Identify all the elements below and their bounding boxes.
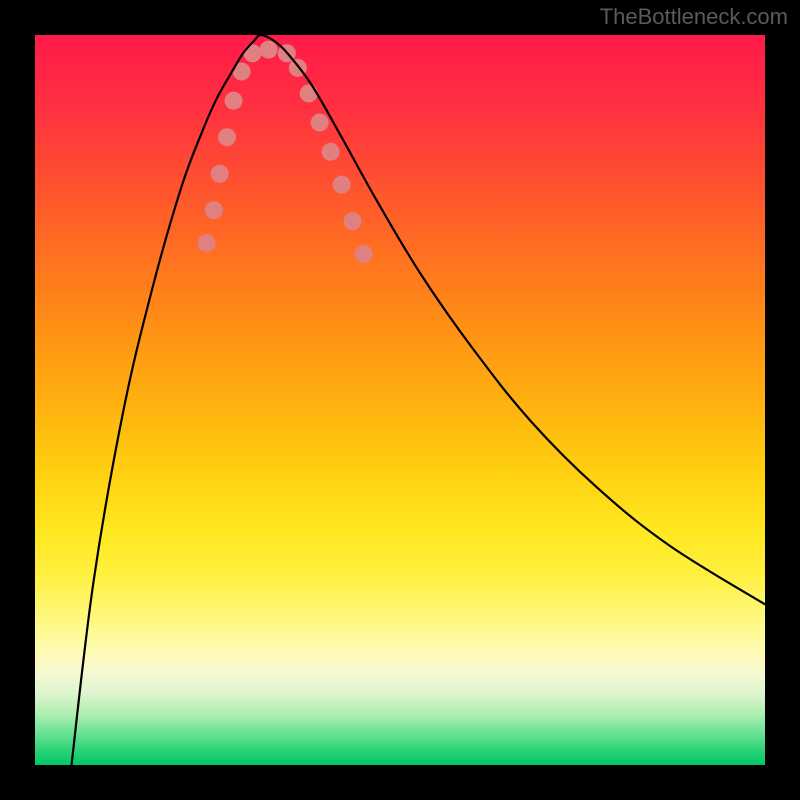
watermark: TheBottleneck.com: [600, 4, 788, 30]
plot-area: [35, 35, 765, 765]
curve-layer: [35, 35, 765, 765]
v-curve: [72, 35, 766, 765]
marker-dots: [198, 41, 373, 263]
